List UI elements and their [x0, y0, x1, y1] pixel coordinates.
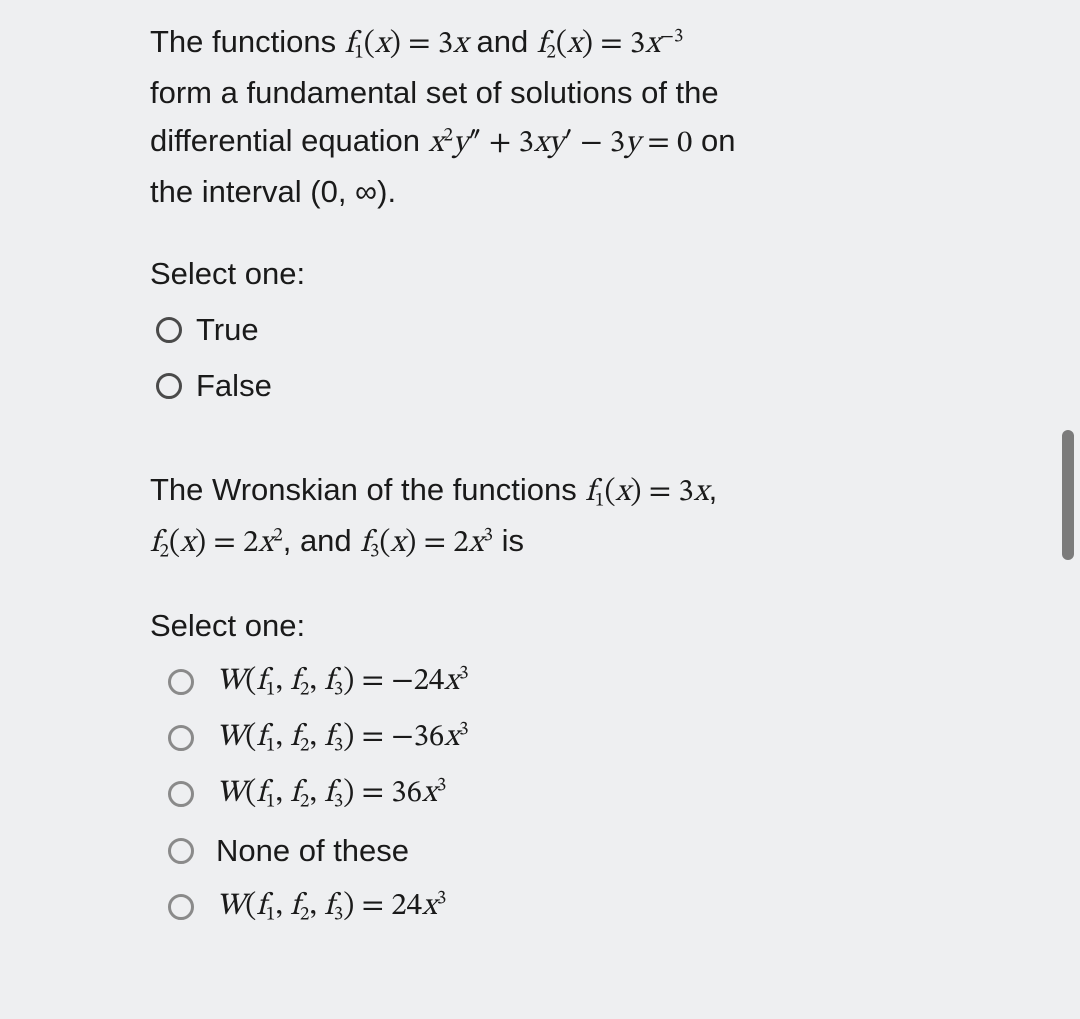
q2-option-b[interactable]: W(f1, f2, f3) = −36x3 — [168, 714, 920, 762]
quiz-page: The functions f1(x) = 3x and f2(x) = 3x−… — [0, 0, 1080, 1019]
q2-option-a-label: W(f1, f2, f3) = −24x3 — [216, 658, 469, 706]
q2-option-e-label: W(f1, f2, f3) = 24x3 — [216, 883, 446, 931]
content-column: The functions f1(x) = 3x and f2(x) = 3x−… — [150, 18, 920, 987]
radio-icon — [168, 781, 194, 807]
q1-option-true[interactable]: True — [156, 306, 920, 354]
q1-t1: and — [468, 24, 537, 59]
q2-option-c[interactable]: W(f1, f2, f3) = 36x3 — [168, 770, 920, 818]
q1-prompt: Select one: — [150, 256, 920, 292]
q1-t5: the interval (0, ∞). — [150, 174, 396, 209]
radio-icon — [156, 317, 182, 343]
q1-option-false-label: False — [196, 362, 272, 410]
q2-option-d[interactable]: None of these — [168, 827, 920, 875]
q2-math-f3: f3(x) = 2x3 — [360, 528, 493, 559]
q2-option-a[interactable]: W(f1, f2, f3) = −24x3 — [168, 658, 920, 706]
q1-t0: The functions — [150, 24, 345, 59]
radio-icon — [168, 725, 194, 751]
q2-t3: is — [493, 523, 524, 558]
q1-math-f2: f2(x) = 3x−3 — [537, 29, 684, 60]
q2-math-f1: f1(x) = 3x — [585, 477, 708, 508]
radio-icon — [168, 894, 194, 920]
q1-option-true-label: True — [196, 306, 259, 354]
q1-t2: form a fundamental set of solutions of t… — [150, 75, 719, 110]
question-1-text: The functions f1(x) = 3x and f2(x) = 3x−… — [150, 18, 920, 216]
q2-t2: , and — [283, 523, 361, 558]
q2-t1: , — [709, 472, 718, 507]
question-1: The functions f1(x) = 3x and f2(x) = 3x−… — [150, 18, 920, 410]
radio-icon — [168, 838, 194, 864]
q2-math-f2: f2(x) = 2x2 — [150, 528, 283, 559]
q1-t3: differential equation — [150, 123, 429, 158]
q2-option-c-label: W(f1, f2, f3) = 36x3 — [216, 770, 446, 818]
radio-icon — [156, 373, 182, 399]
q2-option-e[interactable]: W(f1, f2, f3) = 24x3 — [168, 883, 920, 931]
q1-t4: on — [692, 123, 735, 158]
question-2: The Wronskian of the functions f1(x) = 3… — [150, 466, 920, 930]
q2-t0: The Wronskian of the functions — [150, 472, 585, 507]
q2-option-d-label: None of these — [216, 827, 409, 875]
q1-math-de: x2y″ + 3xy′ − 3y = 0 — [429, 128, 693, 159]
question-2-text: The Wronskian of the functions f1(x) = 3… — [150, 466, 920, 568]
q1-math-f1: f1(x) = 3x — [345, 29, 468, 60]
q2-prompt: Select one: — [150, 608, 920, 644]
radio-icon — [168, 669, 194, 695]
q1-option-false[interactable]: False — [156, 362, 920, 410]
scrollbar-thumb[interactable] — [1062, 430, 1074, 560]
q2-option-b-label: W(f1, f2, f3) = −36x3 — [216, 714, 469, 762]
